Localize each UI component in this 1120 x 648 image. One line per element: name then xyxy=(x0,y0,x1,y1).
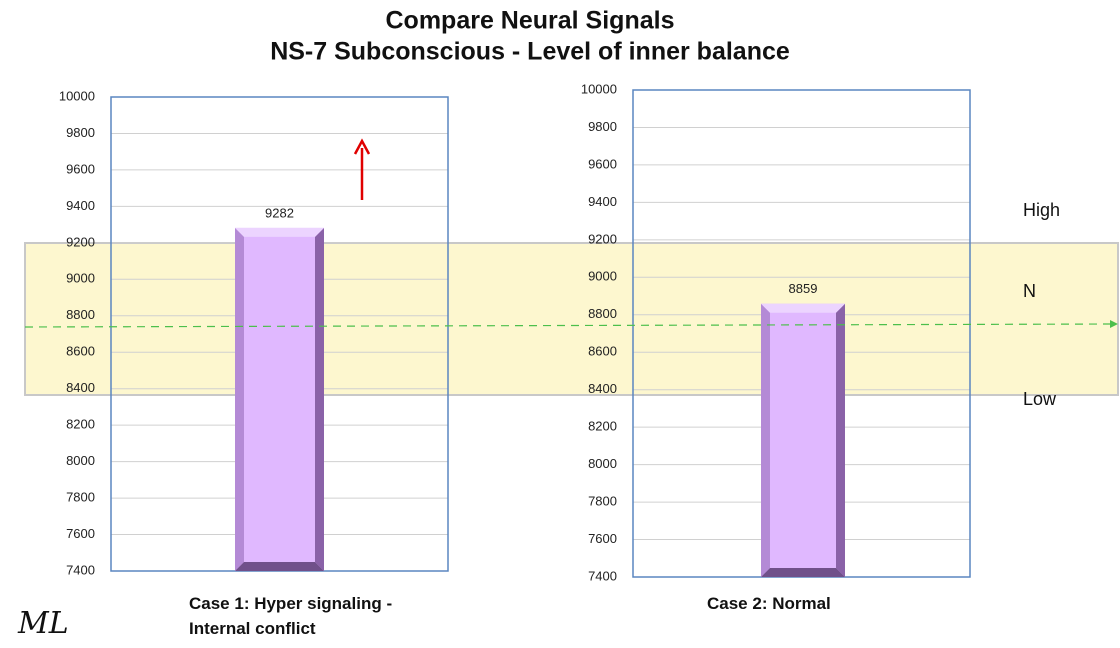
y-tick-label: 9000 xyxy=(66,271,95,286)
bar xyxy=(761,303,845,577)
y-tick-label: 9000 xyxy=(588,269,617,284)
up-arrow-head xyxy=(353,138,371,155)
y-tick-label: 10000 xyxy=(59,88,95,103)
reference-arrow xyxy=(1110,320,1118,328)
bar-bevel xyxy=(235,562,324,571)
y-tick-label: 7800 xyxy=(588,494,617,509)
y-tick-label: 10000 xyxy=(581,81,617,96)
charts: 7400 7600 7800 8000 8200 8400 8600 8800 9000 9200… xyxy=(59,81,971,583)
y-tick-label: 8800 xyxy=(66,307,95,322)
y-tick-label: 7600 xyxy=(588,531,617,546)
bar-bevel xyxy=(836,303,845,577)
y-tick-label: 9400 xyxy=(588,194,617,209)
y-tick-label: 9200 xyxy=(66,234,95,249)
y-tick-label: 9800 xyxy=(66,125,95,140)
y-tick-label: 8000 xyxy=(588,456,617,471)
y-tick-label: 9600 xyxy=(66,161,95,176)
bar-bevel xyxy=(235,227,244,572)
subtitle: NS-7 Subconscious - Level of inner balan… xyxy=(270,38,790,66)
band-label: High xyxy=(1023,200,1060,220)
bar-bevel xyxy=(761,568,845,577)
y-tick-label: 8800 xyxy=(588,306,617,321)
title: Compare Neural Signals xyxy=(386,7,675,35)
bar-bevel xyxy=(235,227,324,237)
signature: ML xyxy=(17,606,69,641)
value-label: 9282 xyxy=(265,205,294,220)
normal-band xyxy=(24,242,1119,396)
y-tick-label: 7400 xyxy=(66,562,95,577)
y-tick-label: 9200 xyxy=(588,231,617,246)
y-tick-label: 8600 xyxy=(66,344,95,359)
y-tick-label: 7600 xyxy=(66,526,95,541)
bar-bevel xyxy=(315,227,324,572)
y-tick-label: 9800 xyxy=(588,119,617,134)
y-tick-label: 9600 xyxy=(588,156,617,171)
y-tick-label: 8200 xyxy=(66,417,95,432)
y-tick-label: 8400 xyxy=(66,380,95,395)
band-label: Low xyxy=(1023,389,1057,409)
y-tick-label: 8400 xyxy=(588,381,617,396)
bar-bevel xyxy=(761,303,770,577)
y-tick-label: 8600 xyxy=(588,344,617,359)
bar xyxy=(235,227,324,572)
value-label: 8859 xyxy=(789,281,818,296)
y-tick-label: 8000 xyxy=(66,453,95,468)
y-tick-label: 7400 xyxy=(588,568,617,583)
y-tick-label: 8200 xyxy=(588,419,617,434)
bar-bevel xyxy=(761,303,845,313)
x-axis-label: Case 2: Normal xyxy=(707,594,831,613)
x-axis-label: Case 1: Hyper signaling - Internal confl… xyxy=(189,594,393,638)
band-label: N xyxy=(1023,281,1036,301)
y-tick-label: 7800 xyxy=(66,490,95,505)
y-tick-label: 9400 xyxy=(66,198,95,213)
